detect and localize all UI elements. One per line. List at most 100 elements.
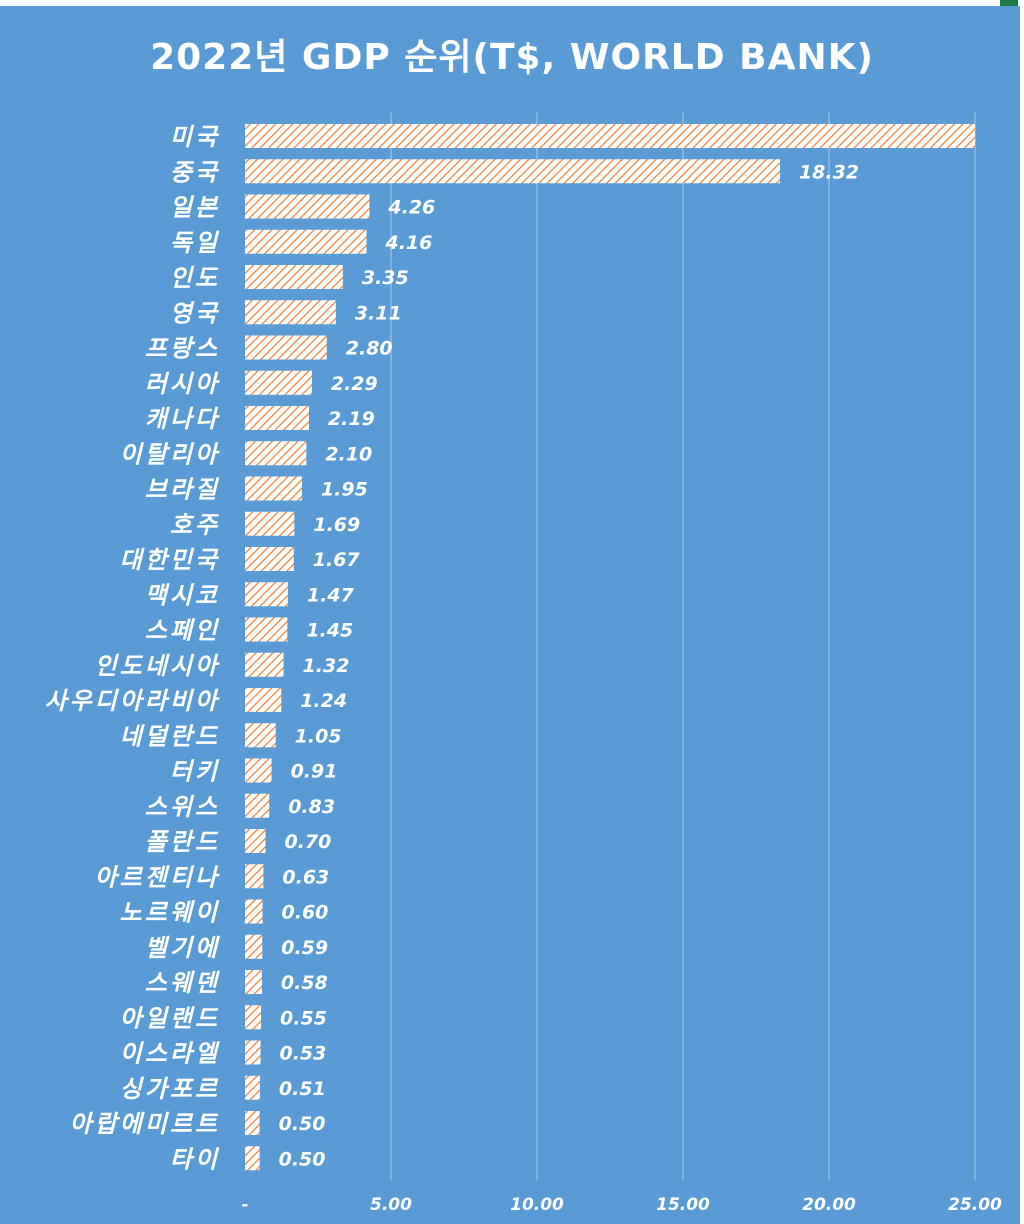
bar <box>245 1040 261 1065</box>
category-label: 싱가포르 <box>120 1075 220 1103</box>
category-label: 아일랜드 <box>120 1004 220 1032</box>
data-label: 0.59 <box>281 937 328 959</box>
x-tick-label: 5.00 <box>370 1195 412 1215</box>
data-label: 3.11 <box>355 302 402 324</box>
category-label: 아르젠티나 <box>95 863 220 891</box>
category-label: 터키 <box>170 758 220 786</box>
window-right-edge <box>1020 0 1024 1224</box>
category-label: 노르웨이 <box>120 899 220 927</box>
category-label: 타이 <box>170 1145 220 1173</box>
bar <box>245 124 975 148</box>
category-label: 대한민국 <box>120 546 220 574</box>
data-label: 1.05 <box>295 725 342 747</box>
data-label: 1.95 <box>321 479 368 501</box>
category-label: 브라질 <box>145 476 220 504</box>
bar <box>245 758 272 783</box>
bar <box>245 899 263 924</box>
x-tick-label: 20.00 <box>802 1195 856 1215</box>
data-label: 1.47 <box>307 584 355 606</box>
category-label: 일본 <box>170 194 220 222</box>
bar <box>245 829 266 853</box>
category-label: 벨기에 <box>145 934 221 962</box>
data-label: 4.16 <box>384 232 432 254</box>
data-label: 2.29 <box>331 373 378 395</box>
category-label: 캐나다 <box>145 405 220 433</box>
data-label: 1.24 <box>300 690 347 712</box>
data-label: 0.60 <box>282 902 329 924</box>
category-label: 아랍에미르트 <box>70 1110 220 1138</box>
category-label: 폴란드 <box>145 828 220 856</box>
data-label: 0.50 <box>279 1148 326 1170</box>
category-label: 스페인 <box>145 617 220 645</box>
bar <box>245 406 309 430</box>
data-label: 1.67 <box>313 549 361 571</box>
bar <box>245 1146 260 1171</box>
x-tick-label: 10.00 <box>510 1195 564 1215</box>
x-tick-label: 25.00 <box>948 1195 1002 1215</box>
bar <box>245 793 270 818</box>
data-label: 2.80 <box>346 338 393 360</box>
data-label: 1.32 <box>303 655 350 677</box>
window-top-edge <box>0 0 1024 6</box>
data-label: 2.10 <box>325 443 372 465</box>
bar <box>245 688 282 712</box>
category-label: 사우디아라비아 <box>44 687 220 715</box>
category-label: 호주 <box>170 511 220 539</box>
bar <box>245 582 288 607</box>
data-label: 0.55 <box>280 1007 327 1029</box>
bar <box>245 652 284 677</box>
bar <box>245 370 312 395</box>
category-label: 독일 <box>170 229 220 257</box>
bar <box>245 300 336 325</box>
bar <box>245 970 262 994</box>
category-label: 미국 <box>170 123 220 151</box>
chart-title: 2022년 GDP 순위(T$, WORLD BANK) <box>150 37 874 78</box>
x-tick-label: - <box>241 1195 248 1215</box>
category-label: 러시아 <box>145 370 220 398</box>
data-label: 1.45 <box>306 620 353 642</box>
data-label: 1.69 <box>313 514 360 536</box>
category-label: 인도네시아 <box>95 652 220 680</box>
category-label: 영국 <box>170 299 220 327</box>
data-label: 18.32 <box>799 161 859 183</box>
bar <box>245 476 302 501</box>
category-label: 프랑스 <box>145 335 220 363</box>
bar <box>245 159 780 184</box>
bar <box>245 335 327 360</box>
category-label: 중국 <box>170 158 220 186</box>
data-label: 0.50 <box>279 1113 326 1135</box>
data-label: 0.70 <box>284 831 331 853</box>
bar <box>245 934 263 959</box>
bar <box>245 441 307 466</box>
x-tick-label: 15.00 <box>656 1195 710 1215</box>
category-label: 스웨덴 <box>145 969 221 997</box>
bar <box>245 511 295 536</box>
category-label: 맥시코 <box>145 581 220 609</box>
data-label: 3.35 <box>362 267 409 289</box>
bar <box>245 864 264 889</box>
data-label: 0.58 <box>281 972 328 994</box>
bar <box>245 265 343 289</box>
category-label: 이탈리아 <box>120 440 220 468</box>
selection-corner-mark <box>1000 0 1018 6</box>
category-label: 이스라엘 <box>120 1040 220 1068</box>
bar <box>245 617 288 642</box>
data-label: 0.51 <box>279 1078 326 1100</box>
bar <box>245 547 294 571</box>
bar <box>245 229 367 254</box>
data-label: 4.26 <box>387 197 435 219</box>
data-label: 2.19 <box>328 408 375 430</box>
category-label: 인도 <box>170 264 220 292</box>
bar <box>245 723 276 748</box>
category-label: 스위스 <box>145 793 220 821</box>
bar <box>245 1005 262 1030</box>
data-label: 0.63 <box>282 866 329 888</box>
data-label: 0.91 <box>291 761 338 783</box>
bar <box>245 1111 260 1135</box>
bar <box>245 1075 260 1100</box>
data-label: 0.53 <box>279 1043 326 1065</box>
data-label: 0.83 <box>288 796 335 818</box>
bar <box>245 194 370 219</box>
category-label: 네덜란드 <box>120 722 220 750</box>
